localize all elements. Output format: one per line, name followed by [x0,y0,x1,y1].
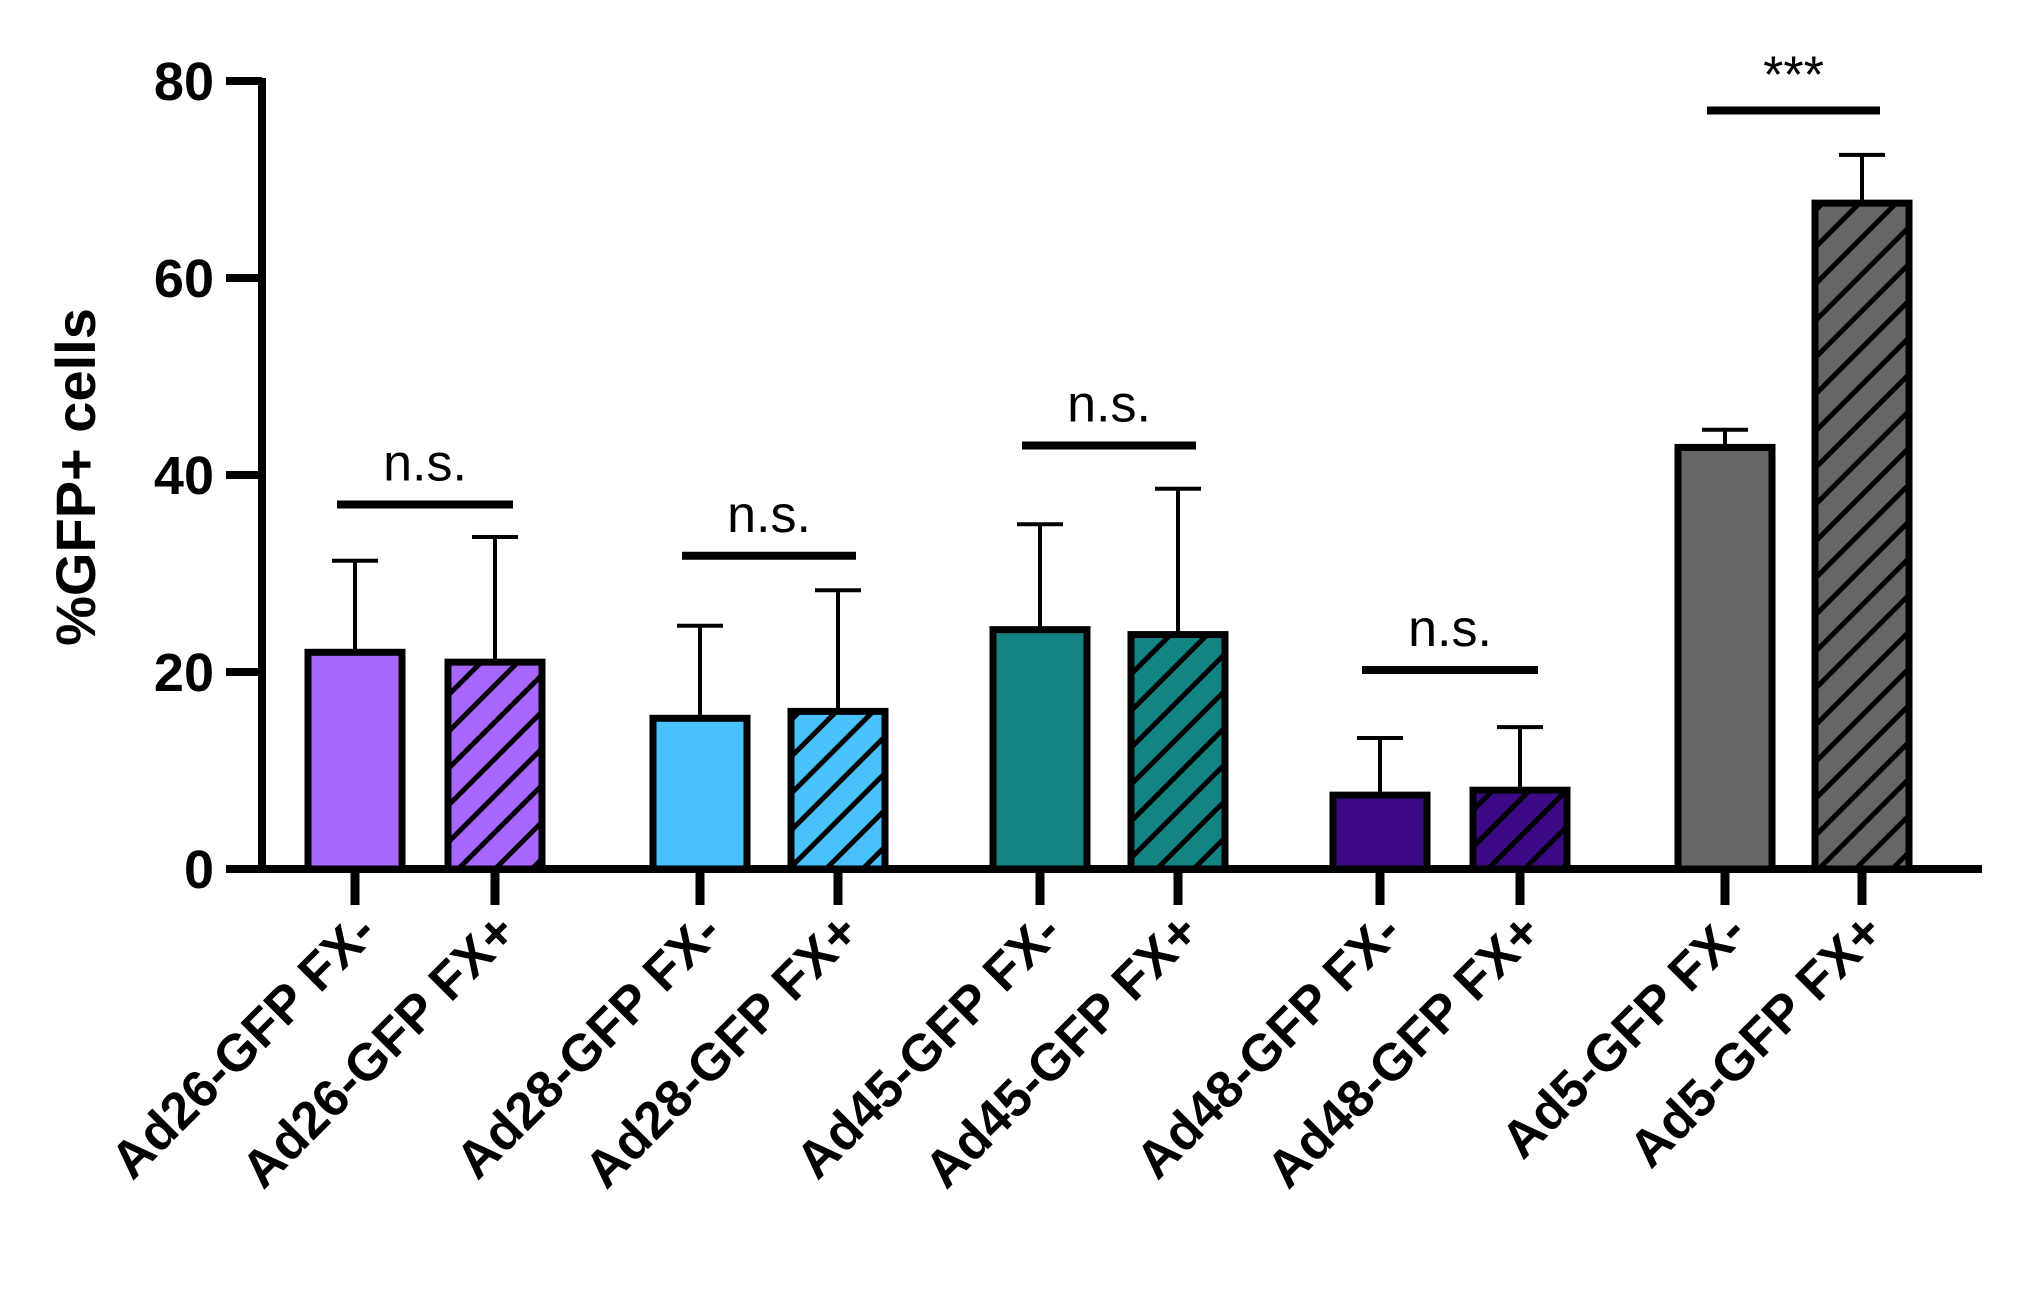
bar [444,658,546,873]
bar [304,648,406,873]
bar [1674,443,1776,873]
y-axis-label: %GFP+ cells [44,308,107,646]
y-tick-label: 40 [154,446,214,506]
y-tick-label: 80 [154,52,214,112]
bar [649,714,751,873]
bar [1127,631,1229,873]
significance-label: n.s. [383,435,467,493]
significance-label: n.s. [1408,600,1492,658]
y-tick-label: 0 [184,840,214,900]
bar [989,626,1091,873]
significance-label: *** [1763,47,1824,105]
y-tick-label: 60 [154,249,214,309]
bar [1811,199,1913,873]
significance-label: n.s. [727,486,811,544]
bar [1329,791,1431,873]
bar [1469,786,1571,873]
significance-label: n.s. [1067,375,1151,433]
y-tick-label: 20 [154,643,214,703]
bar [787,707,889,873]
